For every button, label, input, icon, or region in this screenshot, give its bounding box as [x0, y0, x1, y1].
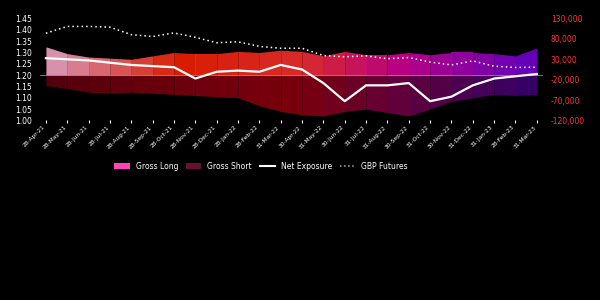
Legend: Gross Long, Gross Short, Net Exposure, GBP Futures: Gross Long, Gross Short, Net Exposure, G…: [112, 159, 411, 174]
